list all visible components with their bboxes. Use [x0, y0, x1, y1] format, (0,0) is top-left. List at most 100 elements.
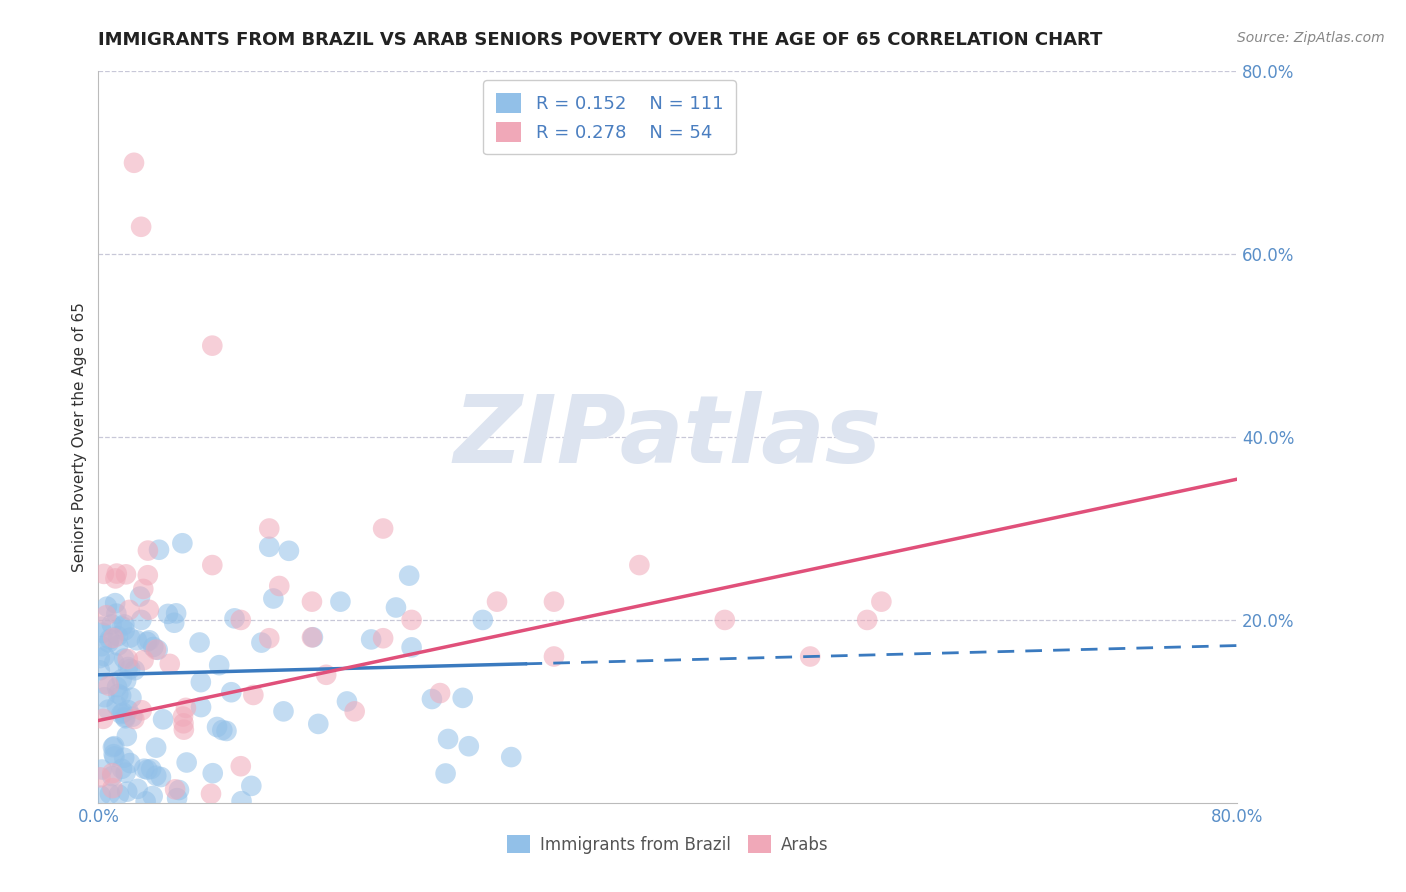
Point: [201, 338, 224, 352]
Point: [101, 740, 124, 755]
Point: [259, 521, 281, 535]
Point: [229, 759, 252, 773]
Point: [111, 619, 134, 633]
Point: [136, 763, 159, 777]
Point: [90, 640, 112, 654]
Point: [103, 656, 125, 670]
Point: [211, 723, 233, 737]
Point: [103, 749, 125, 764]
Point: [437, 731, 460, 746]
Point: [145, 769, 167, 783]
Point: [401, 640, 423, 655]
Point: [146, 643, 169, 657]
Point: [138, 603, 160, 617]
Point: [105, 566, 128, 581]
Point: [101, 766, 124, 780]
Point: [221, 685, 243, 699]
Point: [108, 788, 131, 802]
Point: [98, 632, 121, 647]
Point: [205, 720, 228, 734]
Point: [141, 762, 163, 776]
Point: [401, 613, 423, 627]
Point: [176, 756, 198, 770]
Point: [127, 781, 149, 796]
Point: [115, 567, 138, 582]
Point: [110, 689, 132, 703]
Point: [90, 789, 112, 803]
Point: [124, 712, 146, 726]
Point: [856, 613, 879, 627]
Point: [101, 781, 124, 796]
Point: [165, 782, 187, 797]
Point: [112, 706, 135, 720]
Point: [125, 633, 148, 648]
Point: [90, 620, 112, 634]
Point: [105, 698, 128, 713]
Point: [114, 765, 136, 780]
Point: [91, 712, 114, 726]
Point: [714, 613, 737, 627]
Point: [117, 703, 139, 717]
Point: [114, 624, 136, 638]
Point: [104, 571, 127, 585]
Point: [250, 635, 273, 649]
Point: [259, 540, 281, 554]
Point: [385, 600, 408, 615]
Y-axis label: Seniors Poverty Over the Age of 65: Seniors Poverty Over the Age of 65: [72, 302, 87, 572]
Point: [97, 679, 120, 693]
Point: [115, 784, 138, 798]
Point: [215, 723, 238, 738]
Point: [93, 677, 115, 691]
Point: [136, 543, 159, 558]
Point: [373, 632, 395, 646]
Point: [89, 651, 111, 665]
Point: [457, 739, 479, 754]
Point: [501, 750, 523, 764]
Point: [132, 582, 155, 596]
Point: [121, 710, 143, 724]
Point: [107, 629, 129, 643]
Point: [242, 688, 264, 702]
Point: [259, 632, 281, 646]
Point: [307, 717, 329, 731]
Point: [103, 747, 125, 762]
Point: [107, 639, 129, 653]
Point: [120, 631, 142, 645]
Point: [118, 603, 141, 617]
Point: [420, 692, 443, 706]
Point: [120, 690, 142, 705]
Text: Source: ZipAtlas.com: Source: ZipAtlas.com: [1237, 31, 1385, 45]
Point: [174, 701, 197, 715]
Point: [429, 686, 451, 700]
Point: [224, 611, 246, 625]
Point: [302, 630, 325, 644]
Point: [98, 787, 121, 801]
Point: [173, 716, 195, 731]
Point: [149, 770, 172, 784]
Point: [103, 739, 125, 754]
Point: [273, 705, 295, 719]
Point: [145, 642, 167, 657]
Point: [201, 766, 224, 780]
Point: [870, 594, 893, 608]
Point: [166, 791, 188, 805]
Point: [136, 634, 159, 648]
Text: IMMIGRANTS FROM BRAZIL VS ARAB SENIORS POVERTY OVER THE AGE OF 65 CORRELATION CH: IMMIGRANTS FROM BRAZIL VS ARAB SENIORS P…: [98, 31, 1102, 49]
Point: [315, 667, 337, 681]
Point: [152, 712, 174, 726]
Point: [115, 673, 138, 688]
Point: [117, 660, 139, 674]
Point: [132, 653, 155, 667]
Point: [129, 590, 152, 604]
Point: [138, 633, 160, 648]
Point: [543, 594, 565, 608]
Text: ZIPatlas: ZIPatlas: [454, 391, 882, 483]
Point: [114, 711, 136, 725]
Point: [434, 766, 457, 780]
Point: [360, 632, 382, 647]
Point: [329, 594, 352, 608]
Point: [105, 680, 128, 694]
Point: [229, 613, 252, 627]
Point: [240, 779, 263, 793]
Point: [103, 631, 125, 645]
